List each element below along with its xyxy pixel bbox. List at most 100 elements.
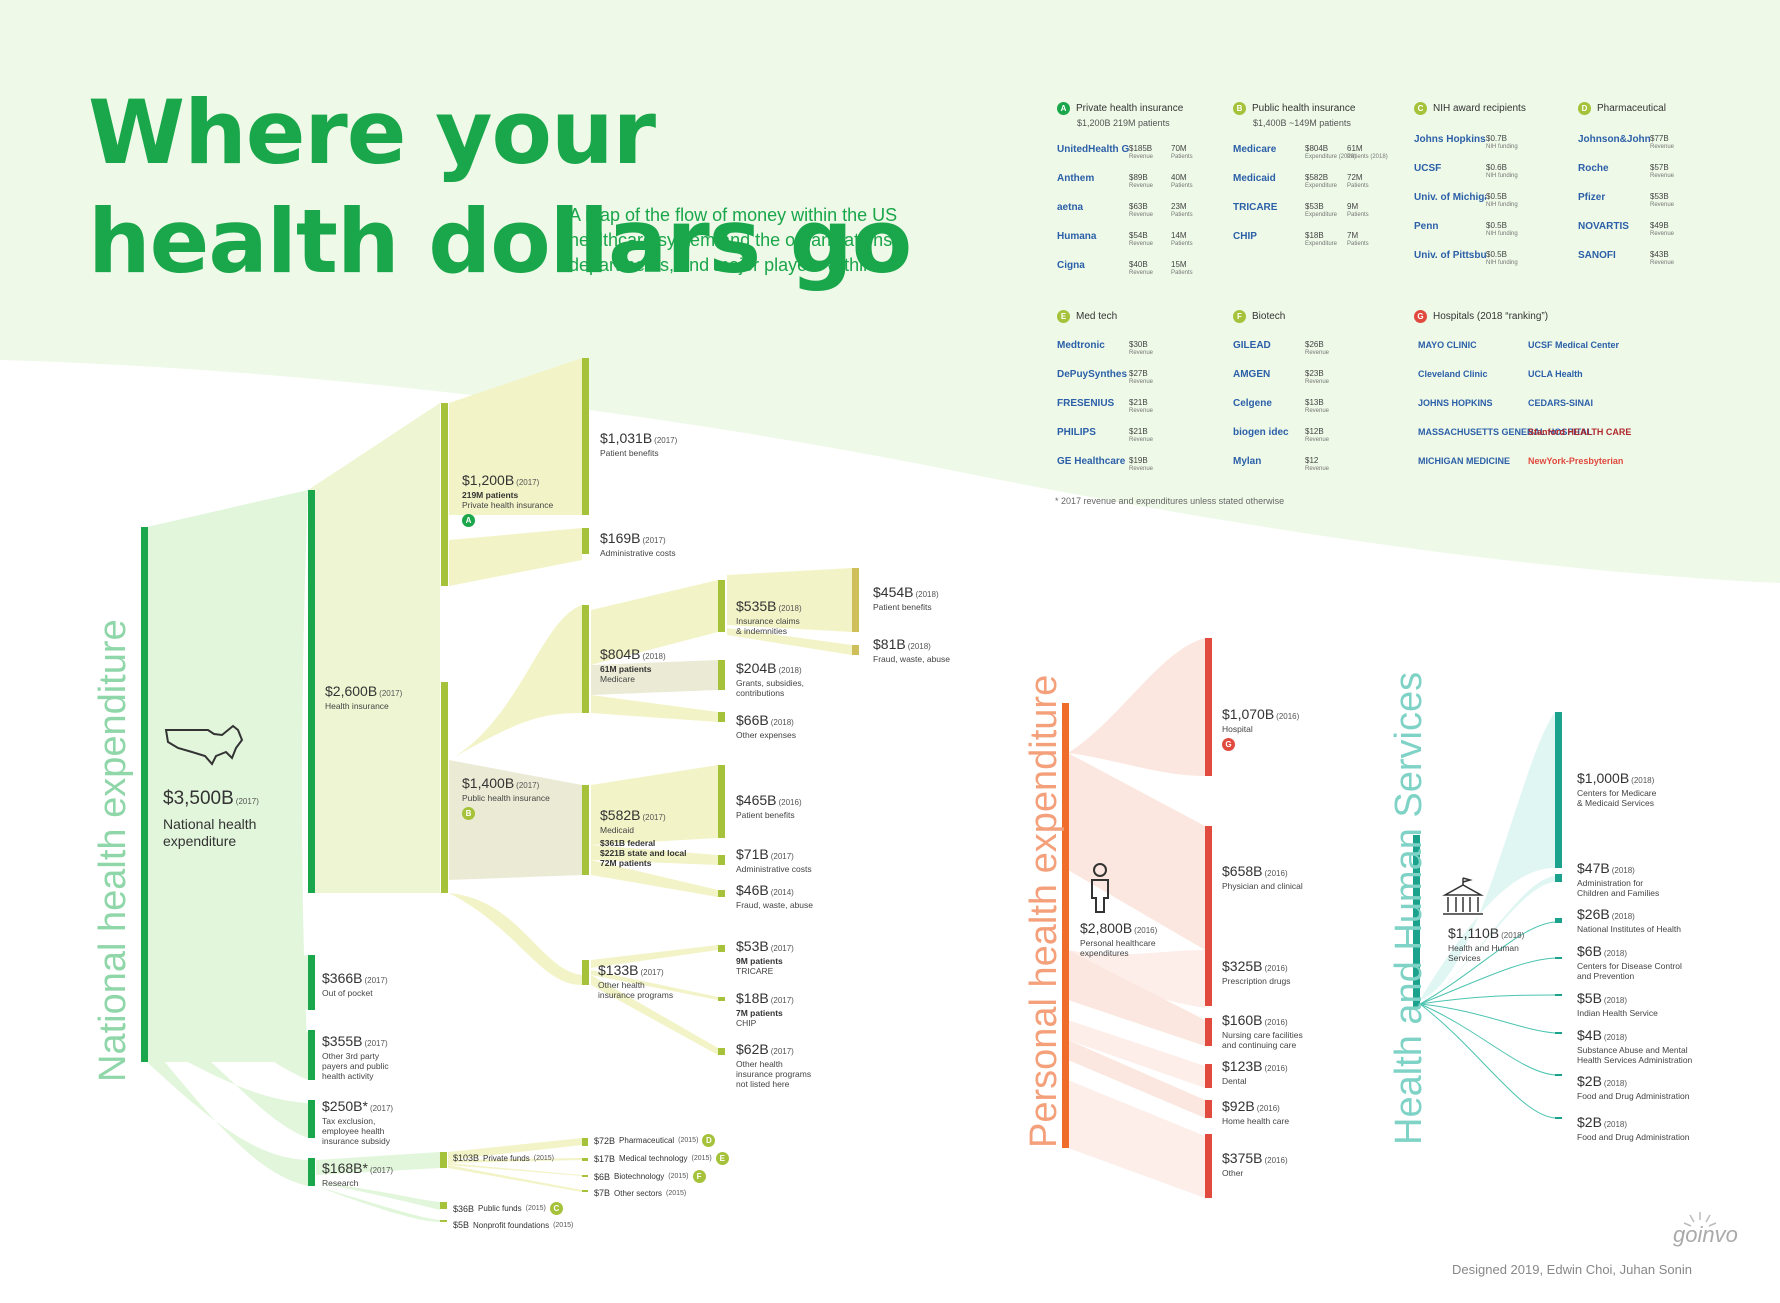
description: Health and Human bbox=[1448, 943, 1519, 953]
node-private: $1,200B (2017) 219M patients Private heal… bbox=[462, 472, 553, 528]
node-tricare: $53B (2017) 9M patients TRICARE bbox=[736, 938, 794, 976]
hhs-item: $6B (2018) Centers for Disease Control and … bbox=[1577, 943, 1682, 981]
value-unit: Revenue bbox=[1650, 260, 1675, 266]
description: Public health insurance bbox=[462, 793, 550, 803]
year: (2015) bbox=[691, 1155, 712, 1162]
value: $30B Revenue bbox=[1129, 340, 1171, 358]
amount: $92B bbox=[1222, 1098, 1255, 1114]
personal-bars bbox=[1062, 638, 1212, 1198]
hospital-logo: MICHIGAN MEDICINE bbox=[1418, 456, 1510, 466]
legend-row: Mylan $12 Revenue bbox=[1233, 456, 1347, 474]
legend-nih: C NIH award recipients bbox=[1414, 102, 1526, 115]
description-2: contributions bbox=[736, 688, 785, 698]
description: National health expenditure bbox=[163, 816, 257, 849]
bar-medicaid bbox=[582, 785, 589, 875]
value-unit: NIH funding bbox=[1486, 231, 1518, 237]
legend-row: CHIP $18B Expenditure 7M Patients bbox=[1233, 231, 1387, 249]
node-biotech: $6B Biotechnology (2015) F bbox=[594, 1170, 706, 1183]
bar-private bbox=[441, 403, 448, 586]
flow-othersec bbox=[448, 1165, 582, 1192]
hbar-cdc bbox=[1555, 957, 1562, 959]
amount: $355B bbox=[322, 1033, 363, 1049]
amount: $17B bbox=[594, 1153, 616, 1164]
description-2: Children and Families bbox=[1577, 888, 1660, 898]
bar-otherexp bbox=[718, 712, 725, 722]
description: Fraud, waste, abuse bbox=[873, 654, 951, 664]
bar-othersec bbox=[582, 1190, 588, 1192]
patients: 40M Patients bbox=[1171, 173, 1211, 191]
bar-tax bbox=[308, 1100, 315, 1138]
company-logo: Mylan bbox=[1233, 456, 1262, 467]
description: Substance Abuse and Mental bbox=[1577, 1045, 1688, 1055]
company-logo: Pfizer bbox=[1578, 192, 1606, 203]
value-unit: Revenue bbox=[1129, 466, 1154, 472]
bar-md-fraud bbox=[718, 890, 725, 897]
page-title: Where your health dollars go bbox=[88, 81, 912, 293]
year: (2018) bbox=[915, 590, 939, 599]
legend-row: biogen idec $12B Revenue bbox=[1233, 427, 1347, 445]
legend-private-title: Private health insurance bbox=[1076, 103, 1184, 114]
flow-grants bbox=[591, 660, 718, 695]
amount: $81B bbox=[873, 636, 906, 652]
amount: $465B bbox=[736, 792, 777, 808]
amount: $2,800B bbox=[1080, 920, 1133, 936]
company-logo: Penn bbox=[1414, 221, 1439, 232]
hbar-cms bbox=[1555, 712, 1562, 868]
hhs-item: $2B (2018) Food and Drug Administration bbox=[1577, 1073, 1689, 1101]
node-chip: $18B (2017) 7M patients CHIP bbox=[736, 990, 794, 1028]
company-logo: UCSF bbox=[1414, 163, 1442, 174]
flow-md-pb bbox=[591, 765, 718, 845]
year: (2018) bbox=[1631, 776, 1655, 785]
pflow-hospital bbox=[1068, 638, 1205, 776]
badge-f: F bbox=[692, 1170, 706, 1183]
company-logo: NOVARTIS bbox=[1578, 221, 1629, 232]
value: $63B Revenue bbox=[1129, 202, 1171, 220]
flow-tax bbox=[147, 1010, 308, 1138]
bar-patient-benefits bbox=[582, 358, 589, 515]
bar-tricare bbox=[718, 945, 725, 952]
bar-grants bbox=[718, 660, 725, 690]
node-tax-exclusion: $250B* (2017) Tax exclusion, employee hea… bbox=[322, 1098, 393, 1146]
amount: $366B bbox=[322, 970, 363, 986]
value: $77B Revenue bbox=[1650, 134, 1692, 152]
year: (2016) bbox=[1264, 964, 1288, 973]
patients-unit: Patients bbox=[1171, 212, 1193, 218]
node-pharma: $72B Pharmaceutical (2015) D bbox=[594, 1134, 716, 1147]
hhs-item: $1,000B (2018) Centers for Medicare & Medic… bbox=[1577, 770, 1656, 808]
legend-row: NOVARTIS $49B Revenue bbox=[1578, 221, 1692, 239]
legend-row: aetna $63B Revenue 23M Patients bbox=[1057, 202, 1211, 220]
badge-g: G bbox=[1414, 310, 1427, 323]
amount: $325B bbox=[1222, 958, 1263, 974]
year: (2015) bbox=[678, 1137, 699, 1144]
amount: $36B bbox=[453, 1203, 475, 1214]
company-logo: PHILIPS bbox=[1057, 427, 1096, 438]
hospital-logo: MASSACHUSETTS GENERAL HOSPITAL bbox=[1418, 427, 1593, 437]
value-unit: Revenue bbox=[1129, 437, 1154, 443]
hhs-bars bbox=[1413, 712, 1562, 1119]
value: $0.5B NIH funding bbox=[1486, 250, 1528, 268]
company-logo: Anthem bbox=[1057, 173, 1095, 184]
year: (2018) bbox=[1611, 866, 1635, 875]
flow-public-branch bbox=[308, 575, 440, 893]
year: (2017) bbox=[364, 1039, 388, 1048]
company-logo: GILEAD bbox=[1233, 340, 1271, 351]
year: (2016) bbox=[1264, 1156, 1288, 1165]
patients: 9M patients bbox=[736, 956, 783, 966]
node-other-programs: $62B (2017) Other health insurance progra… bbox=[736, 1041, 811, 1089]
hbar-fda1 bbox=[1555, 1074, 1562, 1076]
legend-public: B Public health insurance $1,400B ~149M p… bbox=[1233, 102, 1355, 128]
value-unit: Revenue bbox=[1129, 350, 1154, 356]
badge-b: B bbox=[1233, 102, 1246, 115]
node-claims: $535B (2018) Insurance claims & indemniti… bbox=[736, 598, 802, 636]
node-medicaid: $582B (2017) Medicaid $361B federal $221B… bbox=[600, 807, 686, 868]
person-icon bbox=[1091, 863, 1109, 913]
patients: 61M Patients (2018) bbox=[1347, 144, 1388, 160]
pbar-drugs bbox=[1205, 948, 1212, 1006]
amount: $5B bbox=[453, 1220, 470, 1230]
amount: $804B bbox=[600, 646, 641, 662]
pflow-physician bbox=[1068, 753, 1205, 950]
node-hhs-root: $1,110B (2018) Health and Human Services bbox=[1448, 925, 1524, 963]
bar-research bbox=[308, 1158, 315, 1186]
